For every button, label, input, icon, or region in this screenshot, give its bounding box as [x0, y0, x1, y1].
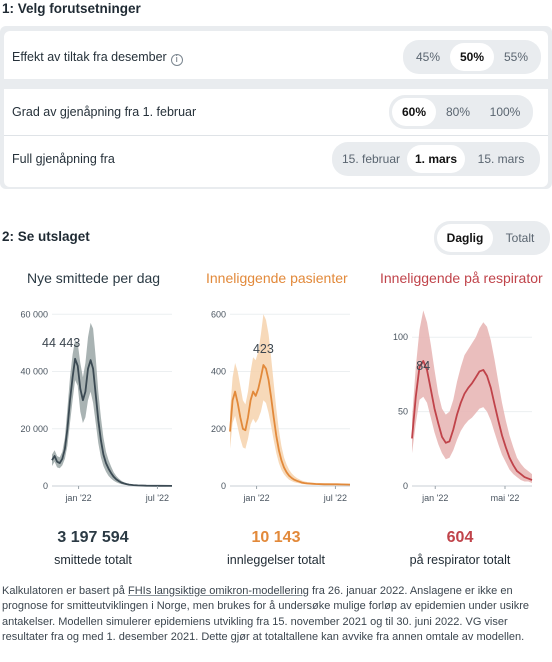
full-reopening-option-15-feb[interactable]: 15. februar — [341, 152, 401, 166]
cases-chart: 0 20 000 40 000 60 000 44 443 jan '22 jul '22 — [20, 309, 173, 503]
respirator-uncertainty-band — [412, 310, 532, 483]
footnote-text-end: fra 26. januar 2022. Anslagene er ikke e… — [2, 585, 530, 644]
fhi-model-link[interactable]: FHIs langsiktige omikron-modellering — [127, 585, 309, 597]
hospitalized-ytick-label: 0 — [221, 481, 226, 491]
cases-ytick-label: 60 000 — [20, 309, 48, 319]
full-reopening-label: Full gjenåpning fra — [12, 152, 115, 166]
respirator-peak-label: 84 — [416, 359, 430, 373]
cases-peak-label: 44 443 — [42, 336, 80, 350]
chart-title-hospitalized: Inneliggende pasienter — [206, 270, 348, 286]
respirator-ytick-label: 0 — [403, 481, 408, 491]
cases-xtick-label: jul '22 — [145, 493, 169, 503]
hospitalized-uncertainty-band — [230, 314, 350, 486]
cases-xtick-label: jan '22 — [64, 493, 91, 503]
footnote-text-start: Kalkulatoren er basert på — [2, 585, 128, 597]
respirator-xtick-label: jan '22 — [421, 493, 448, 503]
full-reopening-option-15-mar[interactable]: 15. mars — [477, 152, 525, 166]
effect-selector: 45% 50% 55% — [403, 40, 541, 74]
reopening-degree-label: Grad av gjenåpning fra 1. februar — [12, 105, 197, 119]
respirator-ytick-label: 100 — [393, 332, 408, 342]
reopening-option-100[interactable]: 100% — [489, 105, 521, 119]
effect-option-50[interactable]: 50% — [450, 43, 494, 71]
cases-ytick-label: 0 — [43, 481, 48, 491]
respirator-median-line — [411, 360, 533, 481]
reopening-degree-selector: 60% 80% 100% — [389, 95, 533, 129]
hospitalized-xtick-label: jan '22 — [242, 493, 269, 503]
effect-option-55[interactable]: 55% — [503, 50, 529, 64]
hospitalized-peak-label: 423 — [253, 342, 274, 356]
cases-ytick-label: 40 000 — [20, 367, 48, 377]
hospitalized-ytick-label: 400 — [211, 367, 226, 377]
hospitalized-ytick-label: 600 — [211, 309, 226, 319]
effect-option-45[interactable]: 45% — [415, 50, 441, 64]
hospitalized-chart: 0 200 400 600 423 jan '22 jul '22 — [211, 309, 351, 503]
effect-label: Effekt av tiltak fra desember i — [12, 50, 183, 66]
view-toggle: Daglig Totalt — [434, 221, 550, 255]
reopening-option-60[interactable]: 60% — [392, 98, 436, 126]
total-respirator-value: 604 — [446, 529, 474, 546]
cases-median-line — [51, 357, 173, 487]
reopening-option-80[interactable]: 80% — [445, 105, 471, 119]
view-option-daily[interactable]: Daglig — [437, 224, 493, 252]
view-option-total[interactable]: Totalt — [505, 231, 535, 245]
chart-title-respirator: Inneliggende på respirator — [380, 270, 543, 286]
total-hospitalized-label: innleggelser totalt — [227, 553, 325, 567]
hospitalized-median-line — [229, 364, 351, 486]
effect-label-text: Effekt av tiltak fra desember — [12, 50, 167, 64]
full-reopening-selector: 15. februar 1. mars 15. mars — [332, 142, 540, 176]
info-icon[interactable]: i — [170, 54, 183, 66]
hospitalized-ytick-label: 200 — [211, 424, 226, 434]
total-hospitalized-value: 10 143 — [251, 529, 301, 546]
total-respirator-label: på respirator totalt — [409, 553, 511, 567]
respirator-chart: 0 50 100 84 jan '22 mai '22 — [393, 310, 533, 503]
respirator-xtick-label: mai '22 — [491, 493, 520, 503]
hospitalized-xtick-label: jul '22 — [323, 493, 347, 503]
respirator-ytick-label: 50 — [398, 407, 408, 417]
row-divider — [4, 135, 548, 136]
cases-ytick-label: 20 000 — [20, 424, 48, 434]
section1-title: 1: Velg forutsetninger — [2, 1, 141, 16]
total-cases-label: smittede totalt — [54, 553, 132, 567]
total-cases-value: 3 197 594 — [57, 529, 129, 546]
full-reopening-option-1-mar[interactable]: 1. mars — [407, 145, 465, 173]
chart-title-cases: Nye smittede per dag — [27, 270, 161, 286]
section2-title: 2: Se utslaget — [2, 229, 90, 244]
footnote: Kalkulatoren er basert på FHIs langsikti… — [2, 584, 550, 646]
